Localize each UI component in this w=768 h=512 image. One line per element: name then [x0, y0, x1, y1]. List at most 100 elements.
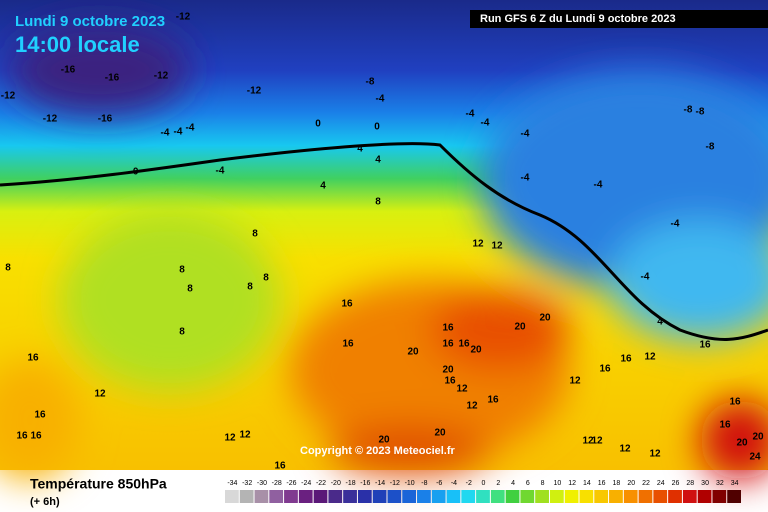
scale-swatch — [638, 490, 653, 503]
scale-label: 10 — [553, 480, 561, 487]
contour-label: 16 — [620, 354, 632, 365]
scale-label: -14 — [375, 480, 385, 487]
contour-label: -4 — [376, 94, 385, 105]
scale-swatch — [387, 490, 402, 503]
scale-swatch — [417, 490, 431, 503]
scale-swatch — [727, 490, 741, 503]
contour-label: 8 — [5, 263, 11, 274]
scale-label: -22 — [316, 480, 326, 487]
contour-label: 16 — [444, 376, 456, 387]
contour-label: 0 — [374, 122, 380, 133]
run: Run GFS 6 Z du Lundi 9 octobre 2023 — [480, 13, 676, 25]
contour-label: 16 — [487, 395, 499, 406]
scale-swatch — [357, 490, 372, 503]
contour-label: -16 — [105, 73, 120, 84]
scale-label: 34 — [731, 480, 739, 487]
contour-label: -12 — [176, 12, 191, 23]
scale-swatch — [402, 490, 417, 503]
temperature-field — [0, 0, 768, 480]
scale-label: 8 — [541, 480, 545, 487]
contour-label: 8 — [179, 327, 185, 338]
contour-label: 16 — [30, 431, 42, 442]
contour-label: 12 — [569, 376, 581, 387]
scale-label: 32 — [716, 480, 724, 487]
scale-label: 16 — [598, 480, 606, 487]
scale-label: -30 — [257, 480, 267, 487]
scale-swatch — [697, 490, 712, 503]
scale-label: -18 — [345, 480, 355, 487]
contour-label: 20 — [736, 438, 748, 449]
scale-swatch — [520, 490, 535, 503]
contour-label: 20 — [470, 345, 482, 356]
run-box — [470, 10, 768, 28]
contour-label: 0 — [315, 119, 321, 130]
scale-swatch — [461, 490, 476, 503]
contour-label: 16 — [274, 461, 286, 472]
contour-label: 20 — [442, 365, 454, 376]
contour-label: 12 — [649, 449, 661, 460]
scale-label: 20 — [627, 480, 635, 487]
scale-label: -10 — [405, 480, 415, 487]
scale-swatch — [579, 490, 594, 503]
contour-label: 4 — [357, 144, 363, 155]
scale-label: -8 — [421, 480, 427, 487]
scale-label: -12 — [390, 480, 400, 487]
contour-label: -4 — [521, 129, 530, 140]
scale-swatch — [476, 490, 490, 503]
scale-swatch — [594, 490, 609, 503]
contour-label: -8 — [684, 105, 693, 116]
contour-label: 16 — [27, 353, 39, 364]
scale-label: -4 — [451, 480, 457, 487]
contour-label: 16 — [729, 397, 741, 408]
contour-label: 8 — [247, 282, 253, 293]
contour-label: -4 — [161, 128, 170, 139]
scale-label: 30 — [701, 480, 709, 487]
contour-label: 16 — [442, 339, 454, 350]
scale-label: -16 — [360, 480, 370, 487]
scale-label: 24 — [657, 480, 665, 487]
contour-label: 4 — [657, 317, 663, 328]
contour-label: 20 — [434, 428, 446, 439]
contour-label: 20 — [407, 347, 419, 358]
contour-label: -8 — [366, 77, 375, 88]
contour-label: 16 — [442, 323, 454, 334]
contour-label: 12 — [472, 239, 484, 250]
contour-label: 4 — [320, 181, 326, 192]
contour-label: 16 — [16, 431, 28, 442]
contour-label: -12 — [247, 86, 262, 97]
contour-label: 8 — [375, 197, 381, 208]
contour-label: 12 — [466, 401, 478, 412]
contour-label: -16 — [98, 114, 113, 125]
contour-label: 12 — [239, 430, 251, 441]
contour-label: -4 — [521, 173, 530, 184]
scale-swatch — [446, 490, 461, 503]
contour-label: 12 — [582, 436, 594, 447]
scale-swatch — [239, 490, 254, 503]
contour-label: 16 — [342, 339, 354, 350]
scale-label: 2 — [496, 480, 500, 487]
scale-swatch — [343, 490, 357, 503]
copyright: Copyright © 2023 Meteociel.fr — [300, 445, 456, 457]
contour-label: -4 — [671, 219, 680, 230]
contour-label: 8 — [252, 229, 258, 240]
contour-label: 20 — [539, 313, 551, 324]
contour-label: -8 — [696, 107, 705, 118]
scale-label: -32 — [242, 480, 252, 487]
scale-swatch — [269, 490, 284, 503]
contour-label: -4 — [481, 118, 490, 129]
contour-label: -16 — [61, 65, 76, 76]
scale-label: 18 — [613, 480, 621, 487]
contour-label: 16 — [719, 420, 731, 431]
contour-label: -4 — [466, 109, 475, 120]
scale-swatch — [284, 490, 298, 503]
scale-label: -24 — [301, 480, 311, 487]
contour-label: -4 — [216, 166, 225, 177]
contour-label: -4 — [594, 180, 603, 191]
scale-swatch — [564, 490, 579, 503]
contour-label: 12 — [591, 436, 603, 447]
scale-swatch — [490, 490, 505, 503]
contour-label: 8 — [179, 265, 185, 276]
contour-label: -12 — [154, 71, 169, 82]
contour-label: 24 — [749, 452, 761, 463]
